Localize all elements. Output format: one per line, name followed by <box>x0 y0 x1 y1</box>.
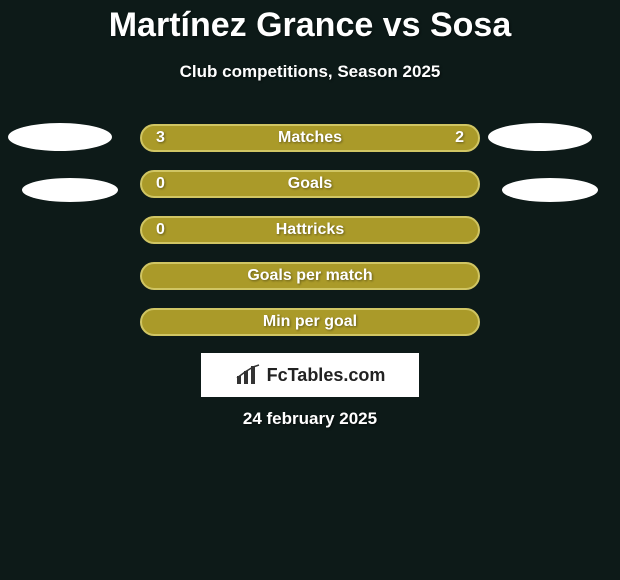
stat-right-value: 2 <box>418 129 478 147</box>
stat-row: 0Goals <box>140 170 480 198</box>
player-left-avatar-small <box>22 178 118 202</box>
footer-date: 24 february 2025 <box>0 409 620 429</box>
stat-left-value: 3 <box>142 129 202 147</box>
stat-left-value: 0 <box>142 221 202 239</box>
stat-label: Min per goal <box>202 313 418 331</box>
logo-text: FcTables.com <box>267 365 386 386</box>
stat-label: Goals per match <box>202 267 418 285</box>
fctables-logo: FcTables.com <box>201 353 419 397</box>
page-title: Martínez Grance vs Sosa <box>0 6 620 45</box>
stat-left-value: 0 <box>142 175 202 193</box>
bar-chart-icon <box>235 364 261 386</box>
stat-row: Goals per match <box>140 262 480 290</box>
player-left-avatar-large <box>8 123 112 151</box>
stat-label: Matches <box>202 129 418 147</box>
stat-row: 0Hattricks <box>140 216 480 244</box>
player-right-avatar-small <box>502 178 598 202</box>
player-right-avatar-large <box>488 123 592 151</box>
stat-label: Goals <box>202 175 418 193</box>
subtitle: Club competitions, Season 2025 <box>0 62 620 82</box>
stat-label: Hattricks <box>202 221 418 239</box>
stat-row: 3Matches2 <box>140 124 480 152</box>
stat-row: Min per goal <box>140 308 480 336</box>
comparison-card: Martínez Grance vs Sosa Club competition… <box>0 0 620 580</box>
